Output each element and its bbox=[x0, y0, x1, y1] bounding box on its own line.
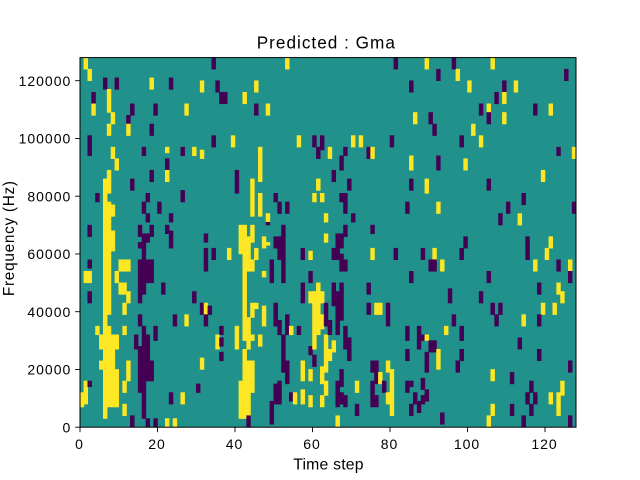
svg-text:80: 80 bbox=[381, 436, 399, 452]
svg-text:Frequency (Hz): Frequency (Hz) bbox=[1, 180, 18, 296]
svg-text:60: 60 bbox=[303, 436, 321, 452]
svg-text:120000: 120000 bbox=[19, 73, 72, 89]
svg-text:120: 120 bbox=[531, 436, 557, 452]
svg-text:0: 0 bbox=[63, 419, 72, 435]
svg-text:Time step: Time step bbox=[293, 456, 364, 473]
svg-text:20: 20 bbox=[148, 436, 166, 452]
svg-text:Predicted : Gma: Predicted : Gma bbox=[257, 32, 396, 52]
svg-text:100000: 100000 bbox=[19, 131, 72, 147]
svg-text:0: 0 bbox=[75, 436, 84, 452]
svg-text:40000: 40000 bbox=[27, 304, 71, 320]
svg-text:100: 100 bbox=[454, 436, 480, 452]
svg-text:40: 40 bbox=[226, 436, 244, 452]
svg-text:20000: 20000 bbox=[27, 362, 71, 378]
svg-text:60000: 60000 bbox=[27, 246, 71, 262]
svg-text:80000: 80000 bbox=[27, 188, 71, 204]
